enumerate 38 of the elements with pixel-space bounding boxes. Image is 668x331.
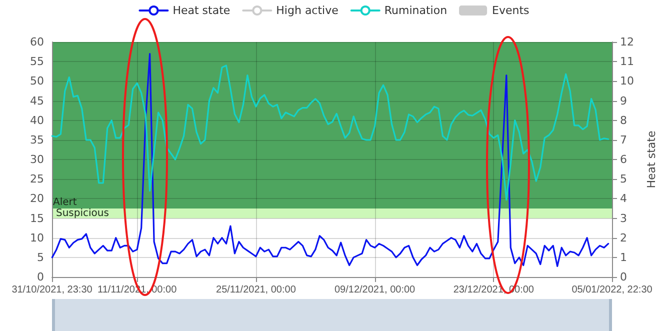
- y-tick-label: 15: [30, 212, 44, 225]
- x-tick-label: 31/10/2021, 23:30: [12, 284, 93, 296]
- x-tick-label: 09/12/2021, 00:00: [334, 284, 416, 296]
- y2-tick-label: 12: [620, 36, 634, 48]
- y2-tick-label: 0: [620, 270, 627, 284]
- y2-tick-label: 9: [620, 94, 627, 108]
- band-label: Alert: [53, 196, 77, 208]
- y2-tick-label: 6: [620, 153, 627, 166]
- y-tick-label: 10: [30, 231, 44, 244]
- y-tick-label: 45: [30, 94, 44, 108]
- legend-label: Events: [492, 4, 530, 17]
- y2-tick-label: 5: [620, 172, 627, 186]
- y2-axis-title: Heat state: [645, 130, 658, 188]
- x-tick-label: 05/01/2022, 22:30: [572, 284, 653, 296]
- y-tick-label: 60: [30, 36, 44, 48]
- y-tick-label: 40: [30, 114, 44, 127]
- y-tick-label: 30: [30, 153, 44, 166]
- line-series: [51, 52, 610, 268]
- y-tick-label: 20: [30, 192, 44, 206]
- legend-label: High active: [276, 4, 339, 17]
- legend-label: Rumination: [384, 4, 448, 17]
- y2-tick-label: 2: [620, 231, 627, 244]
- y2-tick-label: 10: [620, 74, 634, 88]
- y2-tick-label: 3: [620, 212, 627, 225]
- y-tick-label: 55: [30, 55, 44, 68]
- y-tick-label: 0: [37, 270, 44, 284]
- y-tick-label: 25: [30, 172, 44, 186]
- band-label: Suspicious: [56, 208, 109, 219]
- y2-tick-label: 4: [620, 192, 627, 206]
- y2-tick-label: 1: [620, 250, 627, 264]
- y-tick-label: 35: [30, 133, 44, 146]
- y-tick-label: 50: [30, 74, 44, 88]
- legend-label: Heat state: [172, 4, 230, 17]
- x-tick-label: 25/11/2021, 00:00: [216, 284, 296, 296]
- y2-tick-label: 8: [620, 114, 627, 127]
- y2-tick-label: 7: [620, 133, 627, 146]
- y2-tick-label: 11: [620, 55, 634, 68]
- y-tick-label: 5: [37, 250, 44, 264]
